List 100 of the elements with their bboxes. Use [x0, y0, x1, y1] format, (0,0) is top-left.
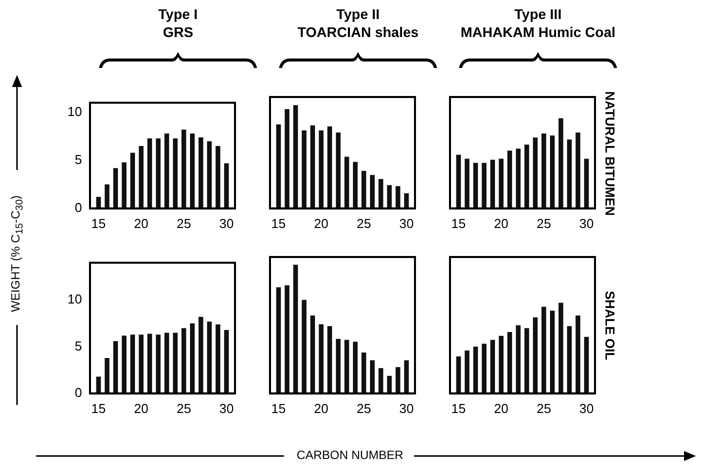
x-tick-label: 25 [356, 400, 372, 416]
x-tick-label: 30 [579, 400, 594, 416]
bar [172, 138, 178, 208]
bar [344, 156, 350, 208]
x-tick-label: 20 [134, 216, 148, 231]
bar [164, 134, 170, 208]
bar [516, 148, 521, 208]
bar [104, 184, 110, 208]
bar [147, 334, 152, 394]
x-tick-label: 25 [176, 400, 192, 416]
bar [207, 141, 212, 208]
bar [584, 158, 589, 208]
x-tick-label: 30 [219, 400, 234, 416]
bar [576, 315, 580, 394]
bar [130, 152, 135, 208]
bar [404, 193, 409, 208]
bar [302, 130, 306, 208]
x-axis-title: CARBON NUMBER [296, 448, 404, 462]
bar [224, 330, 229, 394]
bar [352, 342, 358, 394]
bar [198, 316, 204, 394]
bar [482, 344, 486, 394]
y-tick-label: 10 [68, 104, 82, 119]
bar [490, 340, 495, 394]
bar [387, 185, 392, 208]
bar [310, 125, 315, 208]
bar [216, 146, 220, 208]
bar [130, 334, 135, 394]
y2-axis-title: SHALE OIL [602, 290, 618, 362]
bar [550, 135, 555, 208]
bar [138, 146, 144, 208]
bar [327, 326, 332, 394]
bar [181, 130, 186, 208]
bar [181, 328, 186, 394]
bar [576, 132, 580, 208]
bar [541, 306, 546, 394]
bar [370, 174, 375, 208]
x-tick-label: 15 [271, 400, 286, 416]
bar [396, 367, 400, 394]
y-tick-label: 10 [68, 292, 82, 307]
bar [336, 132, 341, 208]
x-tick-label: 15 [451, 216, 466, 231]
bar [524, 328, 530, 394]
bar [96, 376, 101, 394]
bar [113, 341, 118, 394]
bar [336, 338, 341, 394]
bar [370, 360, 375, 394]
x-tick-label: 15 [271, 216, 286, 231]
x-tick-label: 30 [399, 216, 414, 231]
bar [464, 158, 470, 208]
x-tick-label: 25 [176, 216, 192, 231]
bar [456, 356, 461, 394]
bar [310, 315, 315, 394]
bar [156, 334, 161, 394]
bar [113, 168, 118, 208]
bar [473, 162, 478, 208]
bar [138, 334, 144, 394]
bar [482, 162, 486, 208]
bar [293, 105, 298, 208]
bar [190, 134, 195, 208]
bar [396, 186, 400, 208]
x-tick-label: 15 [91, 400, 106, 416]
bar [190, 323, 195, 394]
bar [352, 162, 358, 208]
bar [361, 352, 366, 394]
x-tick-label: 20 [494, 400, 508, 416]
y-tick-label: 0 [74, 384, 82, 400]
y2-axis-title: NATURAL BITUMEN [602, 90, 618, 218]
bar [96, 196, 101, 208]
bar [293, 264, 298, 394]
bar [327, 126, 332, 208]
bar [532, 317, 538, 394]
bar [498, 336, 504, 394]
y-tick-label: 5 [74, 152, 82, 167]
y-tick-label: 5 [74, 338, 82, 354]
bar [122, 336, 126, 394]
bar [507, 150, 512, 208]
bar [207, 322, 212, 394]
bar [516, 325, 521, 394]
bar [122, 162, 126, 208]
bar [532, 138, 538, 208]
bar [216, 324, 220, 394]
chart-subtitle: MAHAKAM Humic Coal [460, 24, 616, 41]
bar [318, 324, 324, 394]
x-tick-label: 15 [91, 216, 106, 231]
chart-title: Type III [513, 6, 563, 23]
x-tick-label: 30 [399, 400, 414, 416]
chart-subtitle: TOARCIAN shales [296, 24, 420, 41]
bar [284, 109, 290, 208]
x-tick-label: 15 [451, 400, 466, 416]
x-tick-label: 20 [314, 400, 328, 416]
bar [567, 326, 572, 394]
bar [224, 163, 229, 208]
bar [404, 360, 409, 394]
y-tick-label: 0 [74, 200, 82, 215]
bar [464, 350, 470, 394]
bar [198, 137, 204, 208]
x-tick-label: 25 [536, 216, 552, 231]
bar [344, 340, 350, 394]
bar [507, 332, 512, 394]
